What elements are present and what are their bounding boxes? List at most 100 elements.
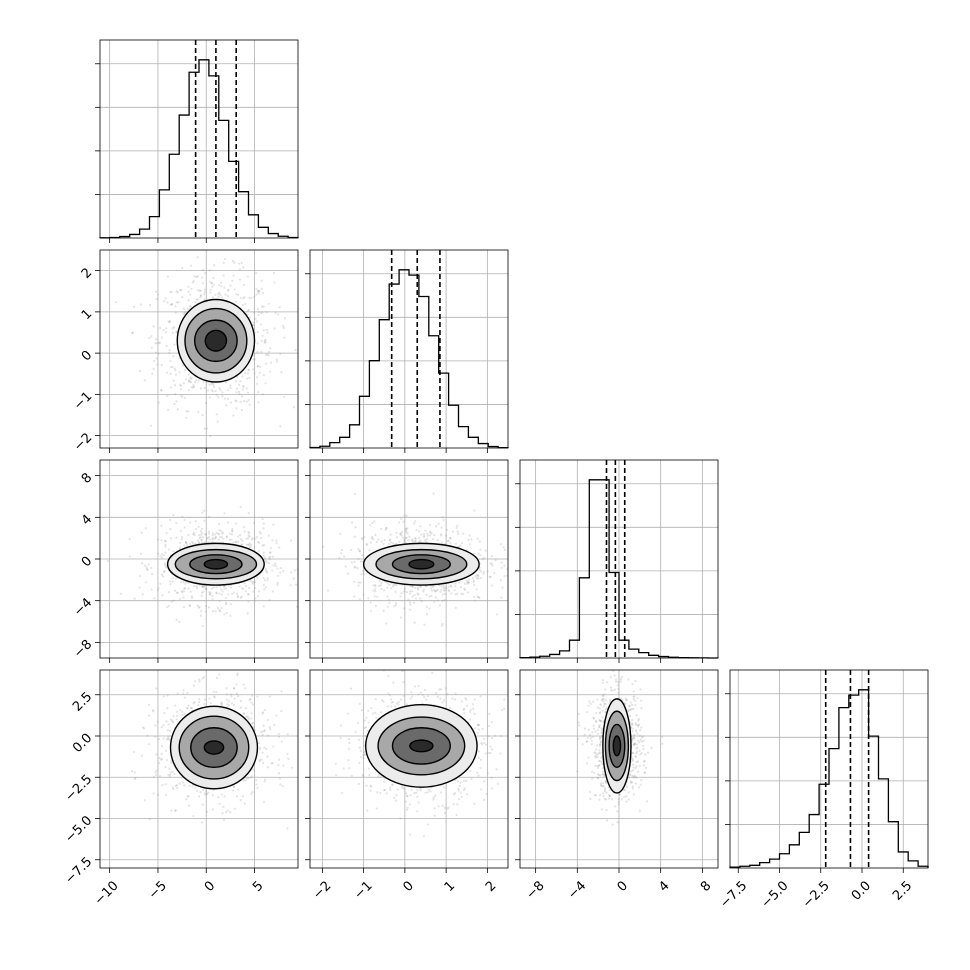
scatter-point xyxy=(256,289,259,292)
scatter-point xyxy=(232,785,235,788)
scatter-point xyxy=(263,780,266,783)
scatter-point xyxy=(282,326,285,329)
scatter-point xyxy=(219,389,222,392)
scatter-point xyxy=(131,331,134,335)
scatter-point xyxy=(263,558,266,561)
scatter-point xyxy=(405,808,409,811)
scatter-point xyxy=(176,291,179,294)
panel-content xyxy=(114,230,297,438)
scatter-point xyxy=(261,712,264,715)
scatter-point xyxy=(175,591,179,594)
scatter-point xyxy=(218,585,221,588)
scatter-point xyxy=(255,293,258,296)
scatter-point xyxy=(187,410,190,413)
scatter-point xyxy=(131,331,134,334)
scatter-point xyxy=(438,688,441,691)
scatter-point xyxy=(190,386,193,389)
scatter-point xyxy=(235,592,239,595)
scatter-point xyxy=(167,723,170,726)
scatter-point xyxy=(243,582,246,585)
scatter-point xyxy=(270,361,273,364)
scatter-point xyxy=(165,371,168,374)
scatter-point xyxy=(406,532,409,535)
scatter-point xyxy=(591,735,594,738)
scatter-point xyxy=(348,747,351,751)
scatter-point xyxy=(382,542,385,546)
scatter-point xyxy=(473,595,476,598)
scatter-point xyxy=(258,748,262,751)
scatter-point xyxy=(508,564,510,566)
scatter-point xyxy=(211,285,214,288)
scatter-point xyxy=(587,728,590,731)
scatter-point xyxy=(182,596,185,599)
scatter-point xyxy=(201,536,205,539)
scatter-point xyxy=(248,532,251,535)
scatter-point xyxy=(199,530,203,533)
scatter-point xyxy=(466,582,469,585)
scatter-point xyxy=(174,305,177,308)
scatter-point xyxy=(419,691,422,694)
scatter-point xyxy=(168,775,171,778)
scatter-point xyxy=(175,783,179,787)
scatter-point xyxy=(183,369,187,372)
scatter-point xyxy=(186,795,189,798)
scatter-point xyxy=(257,550,260,553)
scatter-point xyxy=(589,797,592,800)
scatter-point xyxy=(447,806,450,809)
scatter-point xyxy=(456,524,459,527)
scatter-point xyxy=(419,788,422,792)
scatter-point xyxy=(170,302,174,306)
scatter-point xyxy=(276,567,279,570)
scatter-point xyxy=(227,593,230,596)
scatter-point xyxy=(199,536,202,539)
scatter-point xyxy=(160,745,164,748)
scatter-point xyxy=(275,542,278,545)
scatter-point xyxy=(336,771,338,773)
scatter-point xyxy=(174,369,177,372)
scatter-point xyxy=(227,521,230,524)
scatter-point xyxy=(501,708,504,712)
scatter-point xyxy=(119,592,122,595)
scatter-point xyxy=(159,582,162,585)
scatter-point xyxy=(405,536,408,539)
scatter-point xyxy=(362,593,365,596)
scatter-point xyxy=(213,537,216,540)
scatter-point xyxy=(256,365,259,368)
scatter-point xyxy=(133,305,136,309)
scatter-point xyxy=(365,716,368,719)
scatter-point xyxy=(418,536,421,539)
scatter-point xyxy=(599,711,602,714)
scatter-point xyxy=(152,359,156,363)
scatter-point xyxy=(483,557,486,560)
scatter-point xyxy=(242,526,246,529)
scatter-point xyxy=(281,324,285,327)
scatter-point xyxy=(372,584,375,587)
scatter-point xyxy=(441,516,444,519)
scatter-point xyxy=(214,535,217,539)
scatter-point xyxy=(204,587,208,591)
scatter-point xyxy=(235,391,238,394)
scatter-point xyxy=(197,379,200,382)
scatter-point xyxy=(476,537,479,540)
scatter-point xyxy=(133,597,136,600)
scatter-point xyxy=(409,603,412,606)
scatter-point xyxy=(257,313,260,316)
scatter-point xyxy=(616,810,619,813)
scatter-point xyxy=(212,690,215,693)
scatter-point xyxy=(232,414,235,417)
scatter-point xyxy=(457,787,460,790)
scatter-point xyxy=(190,287,193,290)
scatter-point xyxy=(383,780,386,783)
scatter-point xyxy=(202,230,204,232)
contour-line xyxy=(409,739,434,753)
scatter-point xyxy=(178,371,181,374)
scatter-point xyxy=(184,541,188,544)
scatter-point xyxy=(200,527,204,531)
scatter-point xyxy=(192,684,195,687)
scatter-point xyxy=(278,777,282,780)
scatter-point xyxy=(163,564,166,567)
scatter-point xyxy=(199,614,202,617)
scatter-point xyxy=(441,804,444,807)
scatter-point xyxy=(241,375,244,378)
scatter-point xyxy=(164,783,167,786)
